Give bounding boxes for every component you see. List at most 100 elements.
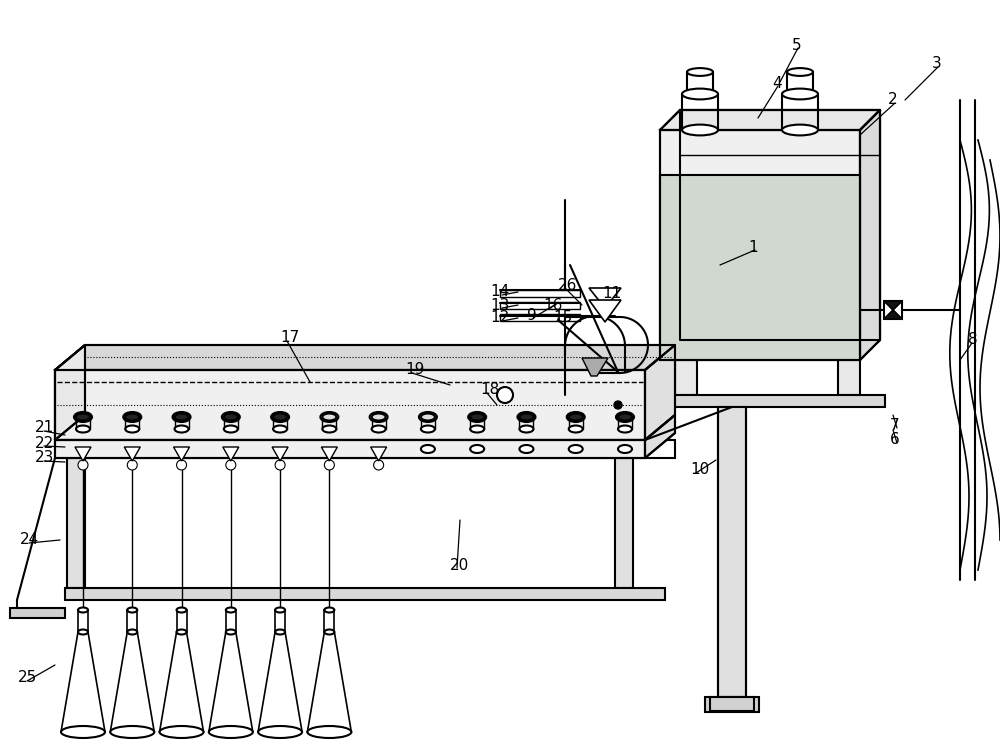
- Ellipse shape: [519, 414, 533, 421]
- Ellipse shape: [74, 412, 92, 422]
- Ellipse shape: [320, 412, 338, 422]
- Circle shape: [177, 460, 187, 470]
- Text: 9: 9: [527, 308, 537, 322]
- Bar: [615, 458, 633, 588]
- Polygon shape: [272, 447, 288, 461]
- Polygon shape: [660, 175, 860, 360]
- Bar: [500, 290, 580, 297]
- Ellipse shape: [616, 412, 634, 422]
- Text: 13: 13: [490, 297, 509, 313]
- Ellipse shape: [258, 726, 302, 738]
- Bar: [718, 407, 746, 697]
- Ellipse shape: [110, 726, 154, 738]
- Ellipse shape: [682, 88, 718, 100]
- Ellipse shape: [177, 608, 187, 612]
- Text: 23: 23: [35, 450, 54, 466]
- Text: 3: 3: [932, 56, 942, 71]
- Polygon shape: [110, 632, 154, 732]
- Text: 25: 25: [18, 670, 37, 686]
- Bar: [78, 610, 88, 632]
- Bar: [705, 697, 759, 712]
- Ellipse shape: [782, 88, 818, 100]
- Ellipse shape: [517, 412, 535, 422]
- Text: 10: 10: [690, 462, 709, 478]
- Ellipse shape: [618, 414, 632, 421]
- Ellipse shape: [222, 412, 240, 422]
- Ellipse shape: [173, 412, 191, 422]
- Ellipse shape: [421, 426, 435, 432]
- Circle shape: [226, 460, 236, 470]
- Text: 18: 18: [480, 383, 499, 398]
- Circle shape: [497, 387, 513, 403]
- Bar: [500, 314, 580, 321]
- Circle shape: [614, 401, 622, 409]
- Polygon shape: [582, 358, 608, 376]
- Ellipse shape: [125, 426, 139, 432]
- Ellipse shape: [324, 608, 334, 612]
- Bar: [177, 610, 187, 632]
- Text: 4: 4: [772, 76, 782, 91]
- Text: 7: 7: [890, 418, 900, 432]
- Ellipse shape: [322, 426, 336, 432]
- Polygon shape: [660, 110, 880, 130]
- Ellipse shape: [125, 414, 139, 421]
- Polygon shape: [660, 130, 860, 360]
- Polygon shape: [223, 447, 239, 461]
- Bar: [226, 610, 236, 632]
- Polygon shape: [589, 288, 621, 308]
- Ellipse shape: [78, 608, 88, 612]
- Ellipse shape: [421, 414, 435, 421]
- Ellipse shape: [470, 445, 484, 453]
- Polygon shape: [589, 300, 621, 322]
- Text: 24: 24: [20, 533, 39, 548]
- Ellipse shape: [224, 414, 238, 421]
- Ellipse shape: [421, 445, 435, 453]
- Ellipse shape: [470, 414, 484, 421]
- Ellipse shape: [470, 426, 484, 432]
- Ellipse shape: [687, 90, 713, 98]
- Ellipse shape: [782, 125, 818, 135]
- Polygon shape: [645, 415, 675, 458]
- Text: 22: 22: [35, 435, 54, 450]
- Text: 20: 20: [450, 557, 469, 573]
- Bar: [55, 440, 675, 458]
- Text: 16: 16: [543, 297, 562, 313]
- Polygon shape: [371, 447, 387, 461]
- Bar: [710, 697, 754, 711]
- Ellipse shape: [175, 414, 189, 421]
- Text: 5: 5: [792, 37, 802, 53]
- Bar: [838, 360, 860, 395]
- Polygon shape: [209, 632, 253, 732]
- Bar: [127, 610, 137, 632]
- Ellipse shape: [322, 414, 336, 421]
- Polygon shape: [645, 345, 675, 440]
- Polygon shape: [55, 345, 675, 370]
- Polygon shape: [884, 301, 902, 310]
- Ellipse shape: [370, 412, 388, 422]
- Ellipse shape: [273, 414, 287, 421]
- Ellipse shape: [618, 445, 632, 453]
- Polygon shape: [680, 110, 880, 340]
- Bar: [675, 360, 697, 395]
- Ellipse shape: [567, 412, 585, 422]
- Text: 8: 8: [968, 333, 978, 348]
- Ellipse shape: [468, 412, 486, 422]
- Bar: [660, 395, 885, 407]
- Ellipse shape: [273, 426, 287, 432]
- Ellipse shape: [224, 426, 238, 432]
- Ellipse shape: [682, 125, 718, 135]
- Ellipse shape: [569, 414, 583, 421]
- Circle shape: [127, 460, 137, 470]
- Text: 21: 21: [35, 421, 54, 435]
- Bar: [884, 301, 902, 319]
- Ellipse shape: [372, 426, 386, 432]
- Ellipse shape: [271, 412, 289, 422]
- Ellipse shape: [76, 426, 90, 432]
- Ellipse shape: [519, 445, 533, 453]
- Text: 1: 1: [748, 241, 758, 256]
- Ellipse shape: [519, 426, 533, 432]
- Bar: [65, 588, 665, 600]
- Polygon shape: [174, 447, 190, 461]
- Bar: [67, 458, 85, 588]
- Text: 2: 2: [888, 92, 898, 108]
